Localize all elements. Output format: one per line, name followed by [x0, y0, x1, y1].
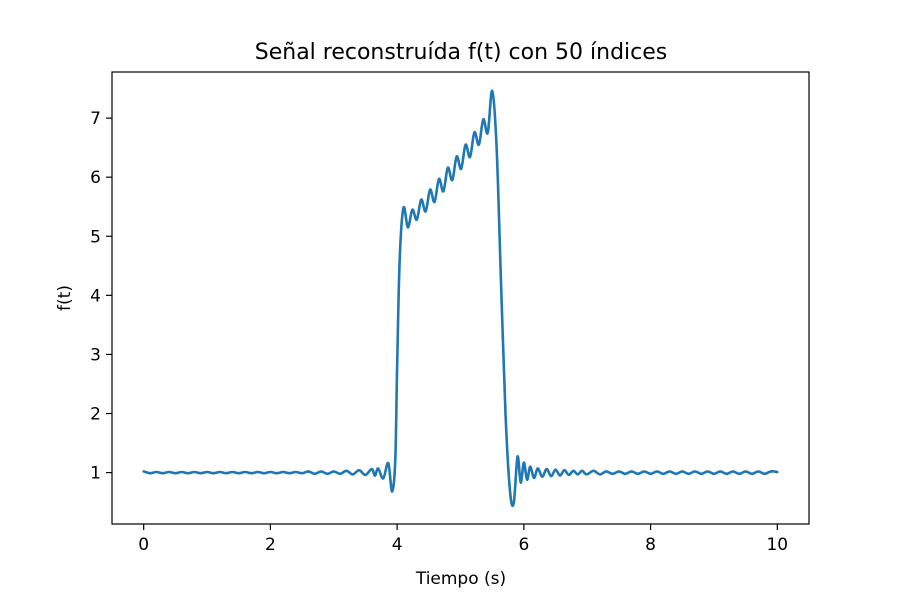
y-tick-label: 4	[90, 286, 101, 306]
series-line-0	[142, 89, 779, 508]
x-axis: 0 2 4 6 8 10	[138, 524, 788, 555]
chart-title: Señal reconstruída f(t) con 50 índices	[255, 40, 668, 65]
x-tick-label: 0	[138, 535, 149, 555]
x-tick-label: 2	[265, 535, 276, 555]
y-tick-label: 1	[90, 464, 101, 484]
y-tick-label: 3	[90, 345, 101, 365]
y-axis-title: f(t)	[55, 285, 75, 311]
y-tick-label: 2	[90, 405, 101, 425]
x-tick-label: 6	[518, 535, 529, 555]
y-tick-label: 6	[90, 168, 101, 188]
series-group	[142, 89, 779, 508]
y-tick-label: 7	[90, 109, 101, 129]
x-tick-label: 4	[392, 535, 403, 555]
x-tick-label: 10	[766, 535, 788, 555]
plot-background	[112, 72, 809, 524]
x-axis-title: Tiempo (s)	[415, 569, 506, 589]
x-tick-label: 8	[645, 535, 656, 555]
y-tick-label: 5	[90, 227, 101, 247]
y-axis: 1 2 3 4 5 6 7	[90, 109, 112, 484]
plot-border	[111, 71, 810, 525]
